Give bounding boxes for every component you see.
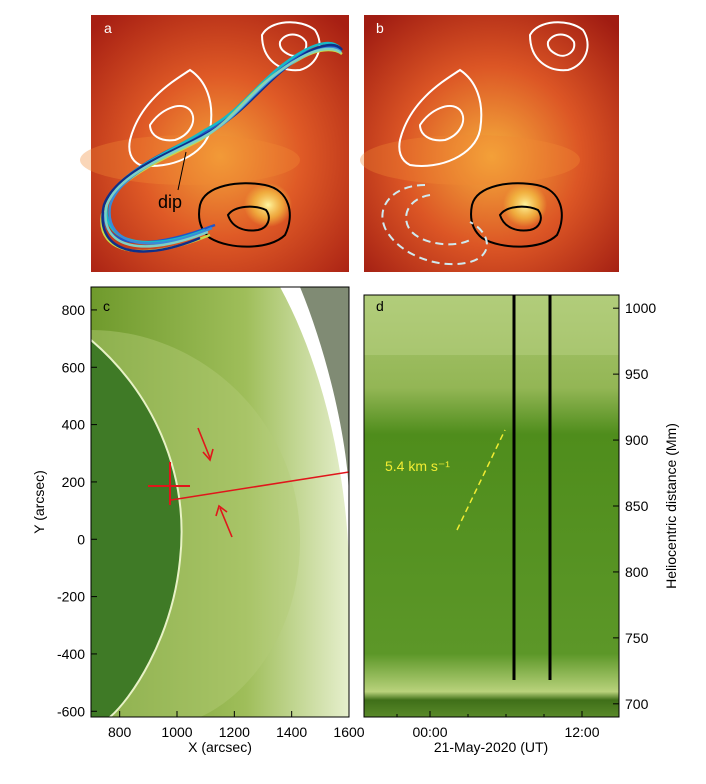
d-ytick-label: 1000 <box>625 300 656 316</box>
c-ytick-label: 600 <box>62 359 86 375</box>
panel-a-white-contour-top <box>260 21 321 72</box>
slit-line <box>170 471 349 501</box>
c-ytick-label: -200 <box>57 589 85 605</box>
panel-b-black-contour-inner <box>498 205 542 232</box>
panel-b-black-contour <box>470 182 563 248</box>
c-ytick-label: 400 <box>62 417 86 433</box>
panel-c-xlabel: X (arcsec) <box>188 739 252 755</box>
c-xtick-label: 1400 <box>276 724 307 740</box>
dip-pointer <box>177 151 187 191</box>
panel-a-image <box>91 15 349 272</box>
solar-disk <box>91 340 182 717</box>
speed-annotation: 5.4 km s⁻¹ <box>385 458 450 474</box>
panel-c-ylabel: Y (arcsec) <box>31 470 47 534</box>
d-xtick-label: 00:00 <box>412 724 447 740</box>
panel-letter-b: b <box>376 20 384 36</box>
d-ytick-label: 750 <box>625 630 649 646</box>
d-ytick-label: 950 <box>625 366 649 382</box>
c-ytick-label: -400 <box>57 646 85 662</box>
d-xtick-label: 12:00 <box>564 724 599 740</box>
panel-a-bright-core <box>244 183 292 227</box>
d-ytick-label: 850 <box>625 498 649 514</box>
panel-c-data-edge-dark <box>300 287 349 500</box>
panel-d-xlabel: 21-May-2020 (UT) <box>434 739 548 755</box>
d-ytick-label: 900 <box>625 432 649 448</box>
panel-b-white-contour-top <box>528 21 589 72</box>
solar-limb <box>91 339 183 717</box>
c-xtick-label: 1200 <box>219 724 250 740</box>
panel-b-white-contour-top-inner <box>546 33 576 57</box>
c-ytick-label: -600 <box>57 703 85 719</box>
dip-label: dip <box>158 192 182 212</box>
panel-letter-d: d <box>376 298 384 314</box>
c-ytick-label: 0 <box>77 531 85 547</box>
d-ytick-label: 800 <box>625 564 649 580</box>
panel-c: c 800 1000 1200 1400 1600 -600 -400 -200 0 200 400… <box>31 286 365 755</box>
speed-fit-line <box>456 429 506 531</box>
panel-b-bright-core <box>503 183 547 227</box>
panel-b-warm-lane <box>360 135 580 185</box>
panel-c-frame <box>90 286 350 718</box>
c-ytick-label: 200 <box>62 474 86 490</box>
panel-d-ylabel: Heliocentric distance (Mm) <box>663 423 679 589</box>
panel-b-dashed-dip-inner <box>405 194 471 246</box>
panel-d-axes: 700 750 800 850 900 950 1000 00:00 12:00 <box>396 300 656 740</box>
panel-b-white-contour-inner <box>418 105 465 142</box>
panel-d-image <box>364 295 619 717</box>
c-xtick-label: 1000 <box>161 724 192 740</box>
panel-letter-a: a <box>104 20 112 36</box>
c-xtick-label: 800 <box>108 724 132 740</box>
panel-b-image <box>364 15 619 272</box>
panel-a: dip a <box>80 15 349 272</box>
panel-letter-c: c <box>103 298 110 314</box>
panel-a-black-contour-inner <box>226 205 270 232</box>
panel-c-axes: 800 1000 1200 1400 1600 -600 -400 -200 0 200 400 60… <box>57 302 365 740</box>
c-ytick-label: 800 <box>62 302 86 318</box>
arrow-down <box>197 427 214 462</box>
d-ytick-label: 700 <box>625 696 649 712</box>
panel-d-upper-noise <box>364 295 619 355</box>
panel-b: b <box>360 15 619 272</box>
panel-a-white-contour-inner <box>148 105 195 142</box>
panel-d: d 5.4 km s⁻¹ 700 750 800 850 900 950 1000 00:00… <box>363 294 679 755</box>
panel-b-white-contour <box>398 68 483 167</box>
c-xtick-label: 1600 <box>333 724 364 740</box>
arrow-up <box>215 504 233 538</box>
flux-rope-field-lines <box>100 41 344 253</box>
